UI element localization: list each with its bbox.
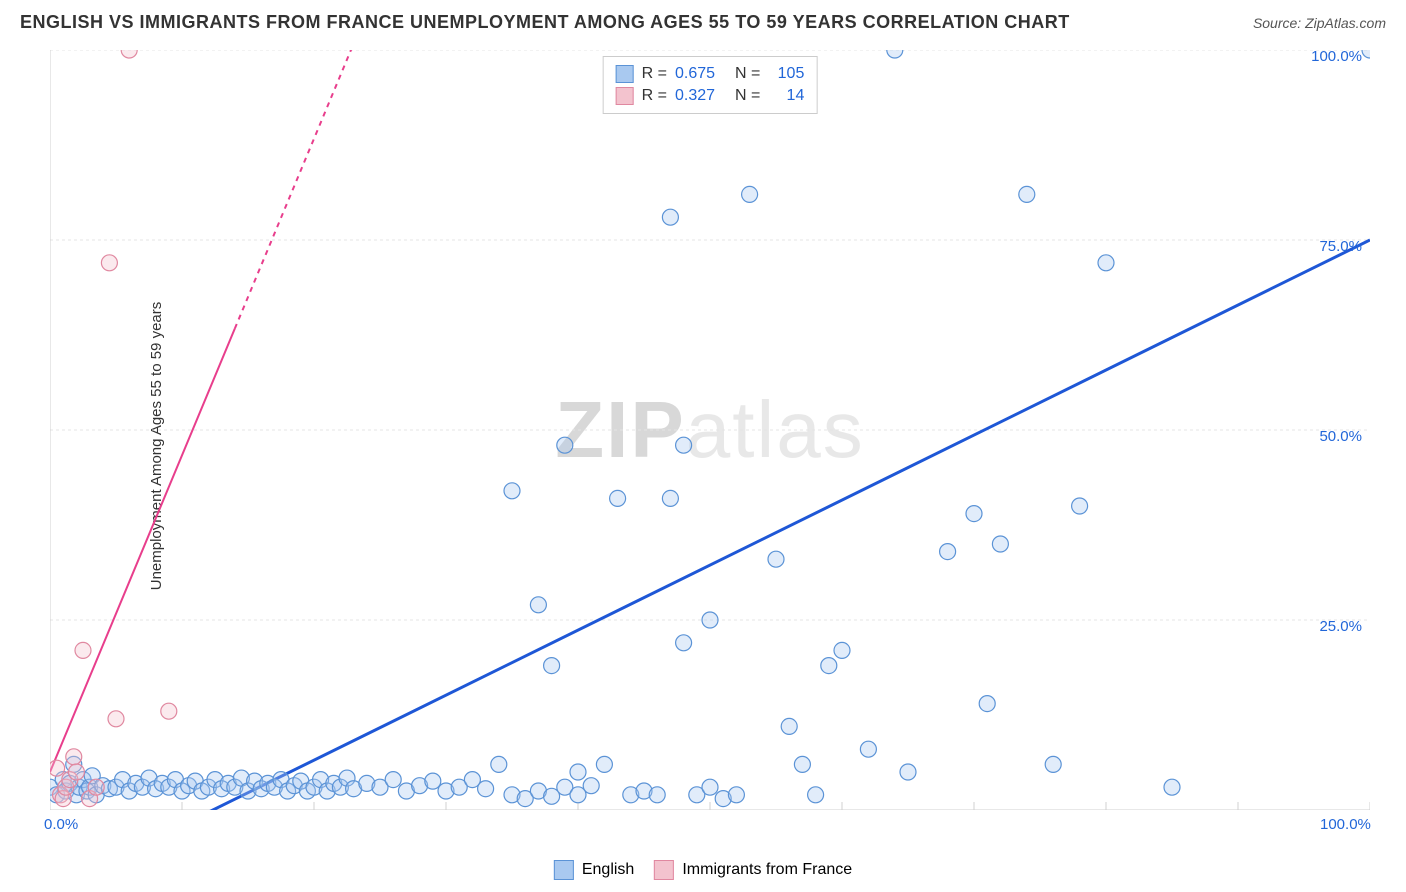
chart-svg (50, 50, 1370, 810)
chart-title: ENGLISH VS IMMIGRANTS FROM FRANCE UNEMPL… (20, 12, 1070, 33)
y-tick-label: 25.0% (1319, 618, 1362, 635)
legend-swatch (654, 860, 674, 880)
source-label: Source: ZipAtlas.com (1253, 15, 1386, 31)
y-tick-label: 75.0% (1319, 238, 1362, 255)
stats-swatch (616, 87, 634, 105)
x-tick-label: 100.0% (1320, 816, 1371, 833)
x-tick-label: 0.0% (44, 816, 78, 833)
bottom-legend: English Immigrants from France (554, 860, 852, 880)
y-tick-label: 50.0% (1319, 428, 1362, 445)
legend-label: English (582, 861, 634, 879)
y-tick-label: 100.0% (1311, 48, 1362, 65)
stats-swatch (616, 65, 634, 83)
legend-item: English (554, 860, 634, 880)
stats-row: R =0.675N =105 (616, 63, 805, 85)
stats-row: R =0.327N = 14 (616, 85, 805, 107)
legend-swatch (554, 860, 574, 880)
chart-header: ENGLISH VS IMMIGRANTS FROM FRANCE UNEMPL… (0, 0, 1406, 41)
legend-item: Immigrants from France (654, 860, 852, 880)
legend-label: Immigrants from France (682, 861, 852, 879)
stats-box: R =0.675N =105R =0.327N = 14 (603, 56, 818, 114)
plot-area: ZIPatlas R =0.675N =105R =0.327N = 14 25… (50, 50, 1370, 810)
